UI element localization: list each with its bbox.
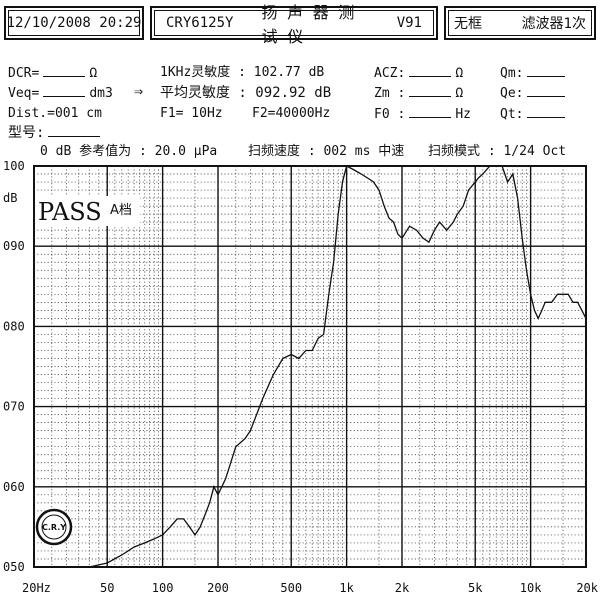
model-text: CRY6125Y (166, 15, 234, 31)
qt-row: Qt: (500, 107, 569, 122)
qt-value-blank (527, 107, 566, 118)
y-tick-label: 070 (3, 400, 25, 414)
x-tick-label: 200 (207, 581, 229, 595)
zm-label: Zm : (374, 86, 406, 101)
sweep-speed-text: 扫频速度 : 002 ms 中速 (248, 144, 405, 159)
ref-line-text: 0 dB 参考值为 : 20.0 μPa (40, 144, 218, 159)
qm-value-blank (527, 66, 566, 77)
x-tick-label: 5k (468, 581, 483, 595)
x-tick-label: 20Hz (22, 581, 51, 595)
y-axis-label: dB (3, 191, 17, 205)
dist-text: Dist.=001 cm (8, 106, 102, 121)
f1-text: F1= 10Hz (160, 106, 223, 121)
x-tick-label: 100 (152, 581, 174, 595)
qe-value-blank (527, 86, 566, 97)
veq-value-blank (43, 86, 86, 97)
model-label: 型号: (8, 125, 45, 141)
sens-1k-text: 1KHz灵敏度 : 102.77 dB (160, 65, 325, 80)
version-text: V91 (396, 15, 422, 31)
y-tick-label: 060 (3, 480, 25, 494)
y-tick-label: 050 (3, 560, 25, 574)
f0-label: F0 : (374, 107, 406, 122)
grade-text: A档 (110, 203, 132, 218)
x-tick-label: 50 (100, 581, 114, 595)
x-tick-label: 500 (280, 581, 302, 595)
x-tick-label: 20k (576, 581, 598, 595)
filter-status-text: 滤波器1次 (521, 16, 586, 32)
minor-grid (34, 166, 586, 567)
f0-unit: Hz (455, 107, 471, 122)
y-tick-label: 100 (3, 159, 25, 173)
dcr-row: DCR= Ω (8, 66, 97, 81)
datetime-text: 12/10/2008 20:29 (6, 15, 142, 31)
status-box: 无框 滤波器1次 (444, 6, 596, 40)
acz-value-blank (409, 66, 452, 77)
y-tick-label: 080 (3, 319, 25, 333)
device-name-text: 扬 声 器 测 试 仪 (261, 3, 355, 46)
zm-row: Zm : Ω (374, 86, 463, 101)
veq-unit: dm3 (89, 86, 113, 101)
f0-row: F0 : Hz (374, 107, 471, 122)
sens-avg-text: 平均灵敏度 : 092.92 dB (160, 85, 332, 101)
pass-background (36, 196, 140, 226)
dcr-label: DCR= (8, 66, 40, 81)
sweep-mode-text: 扫频模式 : 1/24 Oct (428, 144, 567, 159)
zm-unit: Ω (455, 86, 464, 101)
acz-label: ACZ: (374, 66, 406, 81)
pass-annotation: PASS A档 (36, 196, 140, 226)
major-grid (34, 166, 586, 567)
x-tick-label: 1k (339, 581, 354, 595)
dcr-value-blank (43, 66, 86, 77)
logo-text: C.R.Y (42, 523, 66, 532)
qe-label: Qe: (500, 86, 524, 101)
pass-text: PASS (38, 198, 102, 226)
frame-status-text: 无框 (454, 16, 482, 32)
y-tick-label: 090 (3, 239, 25, 253)
x-tick-label: 2k (395, 581, 410, 595)
qe-row: Qe: (500, 86, 569, 101)
veq-row: Veq= dm3 (8, 86, 113, 101)
zm-value-blank (409, 86, 452, 97)
datetime-box: 12/10/2008 20:29 (4, 6, 144, 40)
model-row: 型号: (8, 126, 104, 140)
qm-label: Qm: (500, 66, 524, 81)
response-series-line (34, 165, 587, 568)
dcr-unit: Ω (89, 66, 98, 81)
qm-row: Qm: (500, 66, 569, 81)
x-tick-label: 10k (520, 581, 542, 595)
acz-unit: Ω (455, 66, 464, 81)
arrow-icon: ⇒ (134, 82, 144, 100)
y-axis: 050 060 070 080 090 100 (3, 159, 25, 574)
acz-row: ACZ: Ω (374, 66, 463, 81)
f2-text: F2=40000Hz (252, 106, 331, 121)
logo-inner-ring (41, 514, 67, 540)
f0-value-blank (409, 107, 452, 118)
qt-label: Qt: (500, 107, 524, 122)
veq-label: Veq= (8, 86, 40, 101)
cry-logo-seal: C.R.Y (35, 508, 73, 546)
model-value-blank (48, 126, 101, 137)
title-box: CRY6125Y 扬 声 器 测 试 仪 V91 (150, 3, 438, 46)
x-axis: 20Hz 50 100 200 500 1k 2k 5k 10k 20k (22, 581, 599, 595)
